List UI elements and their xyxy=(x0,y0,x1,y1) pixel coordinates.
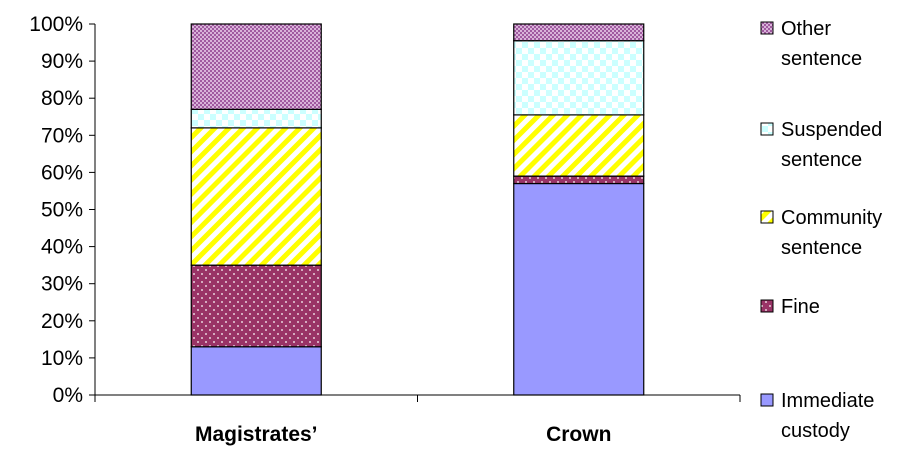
x-category-label: Magistrates’ xyxy=(195,423,318,446)
bar-segment-fine xyxy=(513,175,645,185)
legend-swatch xyxy=(760,393,774,407)
bar-segment-community-sentence xyxy=(190,127,322,266)
y-tick-label: 20% xyxy=(41,310,83,333)
legend-label: Other xyxy=(781,18,831,40)
legend-swatch xyxy=(760,210,774,224)
category-labels: Magistrates’ Crown xyxy=(195,423,611,446)
y-tick-label: 60% xyxy=(41,161,83,184)
legend-label: sentence xyxy=(781,237,862,259)
y-tick-label: 30% xyxy=(41,273,83,296)
bar-segment-other-sentence xyxy=(513,23,645,42)
legend-swatch xyxy=(760,122,774,136)
legend-label: sentence xyxy=(781,149,862,171)
bar-segment-immediate-custody xyxy=(513,182,645,396)
legend-label: Fine xyxy=(781,296,820,318)
bar-segment-other-sentence xyxy=(190,23,322,110)
legend: Other sentence Suspended sentence Community s… xyxy=(760,18,882,442)
bar-segment-community-sentence xyxy=(513,114,645,177)
y-tick-label: 40% xyxy=(41,236,83,259)
legend-swatch xyxy=(760,21,774,35)
y-tick-label: 100% xyxy=(29,13,83,36)
y-tick-label: 70% xyxy=(41,124,83,147)
y-tick-label: 90% xyxy=(41,50,83,73)
legend-label: Suspended xyxy=(781,119,882,141)
legend-label: Community xyxy=(781,207,882,229)
y-tick-label: 0% xyxy=(53,384,83,407)
legend-swatch xyxy=(760,299,774,313)
legend-label: Immediate xyxy=(781,390,874,412)
legend-label: sentence xyxy=(781,48,862,70)
legend-label: custody xyxy=(781,420,850,442)
bar-segment-immediate-custody xyxy=(190,346,322,396)
x-category-label: Crown xyxy=(546,423,611,446)
y-tick-label: 80% xyxy=(41,87,83,110)
bar-segment-suspended-sentence xyxy=(190,108,322,129)
bar-segment-suspended-sentence xyxy=(513,40,645,116)
bars xyxy=(190,23,645,396)
y-axis: 0% 10% 20% 30% 40% 50% 60% 70% 80% 90% 100% xyxy=(29,13,741,407)
y-tick-label: 10% xyxy=(41,347,83,370)
y-tick-label: 50% xyxy=(41,199,83,222)
bar-segment-fine xyxy=(190,264,322,348)
